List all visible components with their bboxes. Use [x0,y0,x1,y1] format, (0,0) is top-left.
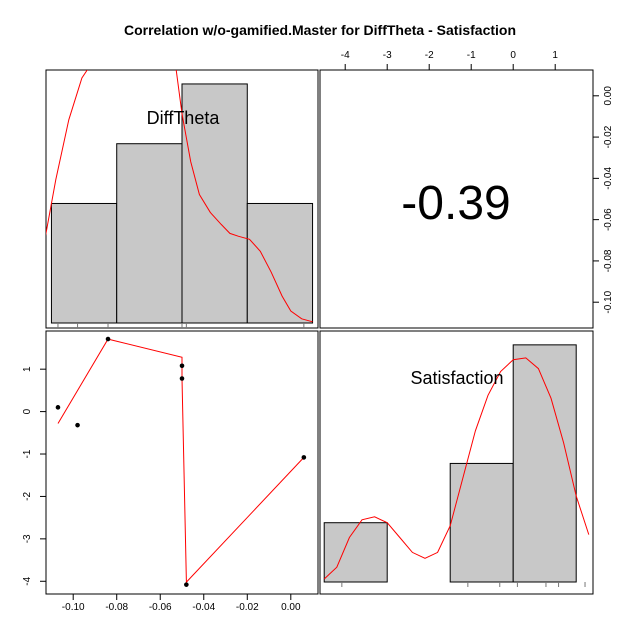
axis-tick-label: -1 [467,50,476,61]
panel-difftheta-histogram: DiffTheta [45,69,319,329]
axis-tick-label: -0.06 [149,602,172,613]
axis-tick-label: -3 [22,534,33,543]
axis-tick-label: -1 [22,449,33,458]
difftheta-bar [116,143,183,324]
scatter-point [184,582,189,587]
axis-tick-label: 0.00 [603,86,614,106]
axis-tick-label: -0.02 [236,602,259,613]
axis-tick-label: -2 [425,50,434,61]
right-axis: 0.00 -0.02 -0.04 -0.06 -0.08 -0.10 [592,86,614,314]
axis-tick-label: -0.08 [603,249,614,272]
axis-tick-label: -4 [341,50,350,61]
satisfaction-density-curve [323,357,590,580]
difftheta-bar [246,202,314,324]
scatter-point [55,405,61,410]
scatter-point [301,455,307,460]
chart-title: Correlation w/o-gamified.Master for Diff… [124,22,516,38]
scatter-smooth-line [57,338,305,584]
axis-tick-label: -0.02 [603,125,614,148]
correlation-value: -0.39 [401,177,510,230]
axis-tick-label: -0.10 [603,290,614,313]
scatter-point [105,336,111,342]
panel-scatter: -0.10 -0.08 -0.06 -0.04 -0.02 0.00 1 0 -1 -2 -3 -4 [22,330,319,613]
axis-tick-label: -3 [383,50,392,61]
axis-tick-label: 0.00 [281,602,301,613]
difftheta-density-curve [46,70,313,323]
axis-tick-label: -0.04 [192,602,215,613]
difftheta-bar [181,83,248,324]
panel-satisfaction-histogram: Satisfaction [319,330,594,595]
axis-tick-label: 1 [22,366,33,372]
scatter-y-axis: 1 0 -1 -2 -3 -4 [22,366,47,586]
satisfaction-bar [449,462,514,583]
axis-tick-label: 0 [22,408,33,414]
axis-tick-label: 1 [552,50,558,61]
axis-tick-label: 0 [510,50,516,61]
axis-tick-label: -0.04 [603,167,614,190]
axis-tick-label: -2 [22,492,33,501]
variable-label-satisfaction: Satisfaction [410,368,503,388]
axis-tick-label: -0.08 [105,602,128,613]
difftheta-bar [50,202,118,324]
scatter-point [179,363,185,369]
variable-label-difftheta: DiffTheta [147,108,221,128]
panel-border-bottom-right [319,330,594,595]
top-axis: -4 -3 -2 -1 0 1 [341,50,558,71]
satisfaction-bar [323,522,388,583]
panel-correlation: -0.39 -4 -3 -2 -1 0 1 0.00 -0.02 -0.04 -0.06 -0.0… [319,50,614,329]
scatter-point [75,422,80,428]
axis-tick-label: -4 [22,576,33,585]
scatter-x-axis: -0.10 -0.08 -0.06 -0.04 -0.02 0.00 [62,593,301,613]
axis-tick-label: -0.06 [603,208,614,231]
axis-tick-label: -0.10 [62,602,85,613]
scatter-point [179,376,185,381]
satisfaction-bar [512,344,577,583]
